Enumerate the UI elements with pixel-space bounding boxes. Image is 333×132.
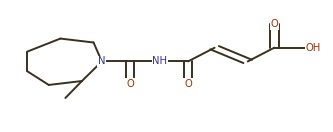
- Text: O: O: [126, 79, 134, 89]
- Text: OH: OH: [306, 43, 321, 53]
- Text: O: O: [270, 19, 278, 29]
- Text: O: O: [184, 79, 192, 89]
- Text: N: N: [98, 56, 106, 66]
- Text: NH: NH: [153, 56, 167, 66]
